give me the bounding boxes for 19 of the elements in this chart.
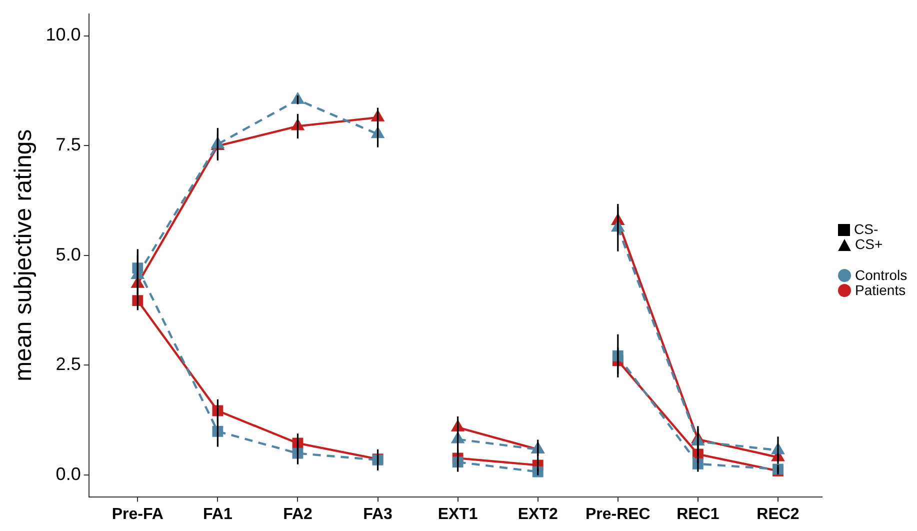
legend-label: Controls bbox=[855, 267, 908, 283]
y-tick-label: 2.5 bbox=[56, 354, 81, 374]
y-tick-label: 10.0 bbox=[46, 24, 81, 45]
y-tick-label: 0.0 bbox=[56, 464, 81, 484]
y-tick-label: 5.0 bbox=[56, 244, 81, 264]
x-tick-label: FA3 bbox=[363, 506, 393, 523]
text: CS- bbox=[854, 221, 878, 237]
x-tick-label: Pre-REC bbox=[585, 506, 651, 523]
x-tick-label: FA1 bbox=[203, 506, 232, 523]
x-tick-label: REC1 bbox=[676, 506, 720, 523]
x-tick-label: REC2 bbox=[756, 506, 800, 523]
x-tick-label: Pre-FA bbox=[112, 506, 164, 523]
x-tick-label: FA2 bbox=[283, 506, 313, 523]
y-tick-label: 7.5 bbox=[56, 134, 81, 154]
text: CS+ bbox=[855, 236, 883, 252]
x-tick-label: EXT1 bbox=[438, 506, 478, 523]
x-tick-label: EXT2 bbox=[518, 506, 558, 523]
y-axis-title: mean subjective ratings bbox=[10, 129, 38, 382]
legend-label: Patients bbox=[855, 282, 906, 298]
